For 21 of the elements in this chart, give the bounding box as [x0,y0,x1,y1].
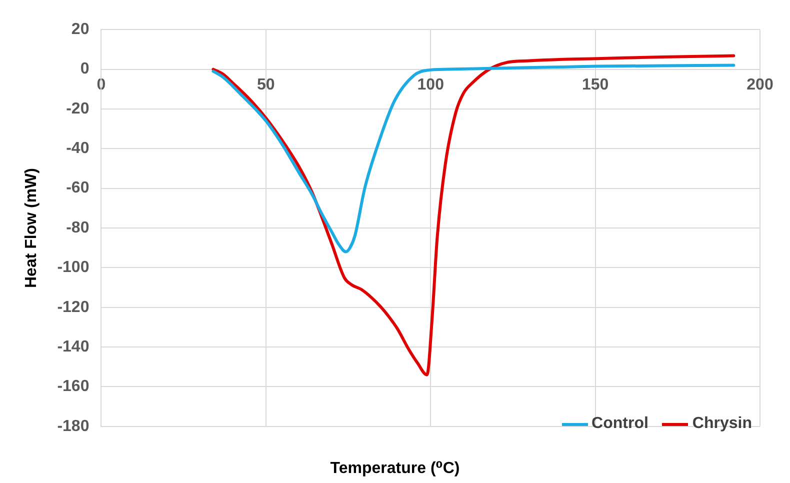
y-tick-label: -100 [57,259,90,276]
y-tick-label: -20 [66,100,90,118]
y-axis-title: Heat Flow (mW) [23,168,40,288]
line-series [212,64,736,254]
y-tick-label: -140 [57,338,90,356]
y-tick-label: 20 [71,21,90,38]
x-tick-label: 100 [417,76,444,94]
x-tick-label: 200 [746,76,774,94]
legend-label: Chrysin [692,415,752,433]
y-tick-label: 0 [80,60,90,78]
y-tick-label: -180 [57,418,90,435]
y-tick-label: -60 [66,180,90,197]
y-tick-label: -80 [66,219,90,236]
legend-label: Control [592,415,648,433]
line-series [212,54,736,376]
x-tick-label: 50 [257,76,275,94]
y-tick-label: -120 [57,298,90,316]
y-tick-label: -160 [57,378,90,396]
x-axis-title: Temperature (⁰C) [329,459,461,478]
x-tick-label: 150 [582,76,609,94]
y-tick-label: -40 [66,140,90,158]
